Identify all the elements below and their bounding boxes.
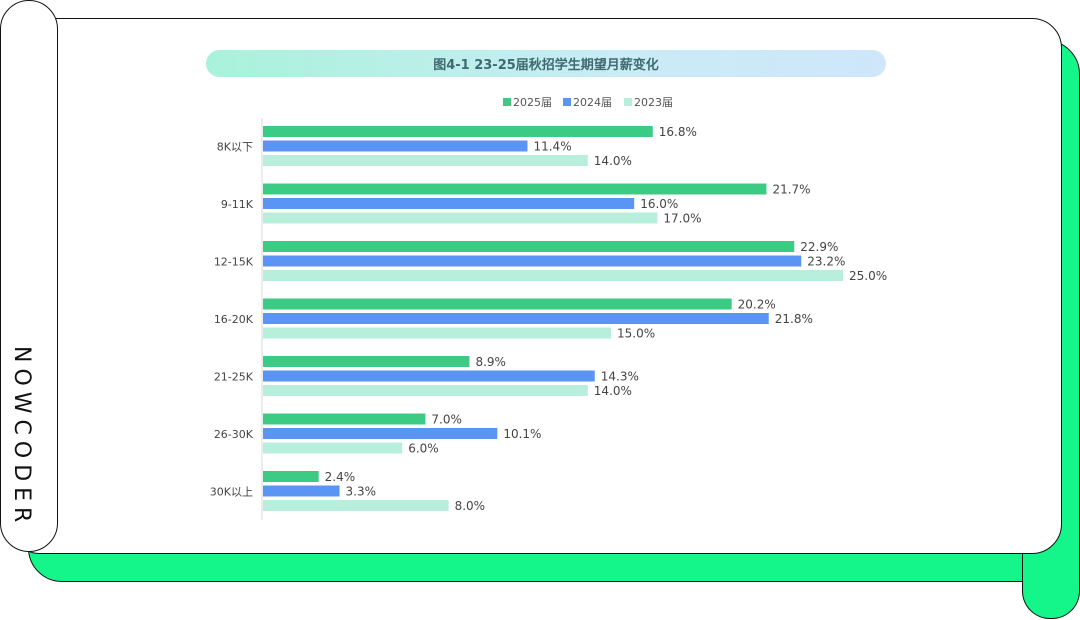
bar-value-label: 23.2% — [807, 255, 845, 269]
bar-2024届-30K以上 — [263, 485, 340, 497]
bar-value-label: 14.0% — [594, 384, 632, 398]
category-label: 16-20K — [214, 313, 254, 326]
category-label: 8K以下 — [217, 141, 253, 154]
bar-value-label: 25.0% — [849, 269, 887, 283]
category-labels: 8K以下 9-11K 12-15K 16-20K 21-25K 26-30K 30K以上 — [210, 141, 254, 499]
bar-2025届-21-25K — [263, 356, 470, 367]
bar-value-label: 8.0% — [455, 499, 486, 513]
bar-2024届-8K以下 — [263, 140, 528, 152]
bar-value-label: 3.3% — [346, 485, 377, 499]
category-label: 12-15K — [214, 256, 254, 269]
bar-2023届-12-15K — [263, 270, 843, 281]
bar-value-label: 10.1% — [503, 427, 541, 441]
brand-spine: NOWCODER — [0, 0, 58, 552]
legend-swatch — [503, 98, 511, 106]
bar-2025届-30K以上 — [263, 471, 319, 482]
legend-swatch — [563, 98, 571, 106]
bar-2024届-21-25K — [263, 370, 595, 382]
legend-swatch — [624, 98, 632, 106]
bar-value-label: 16.8% — [659, 125, 697, 139]
bar-value-label: 2.4% — [325, 470, 356, 484]
bar-2025届-16-20K — [263, 298, 732, 310]
legend-label: 2023届 — [634, 96, 673, 109]
bar-2024届-9-11K — [263, 198, 635, 209]
bar-2025届-8K以下 — [263, 126, 653, 137]
category-label: 9-11K — [221, 198, 254, 211]
chart-title: 图4-1 23-25届秋招学生期望月薪变化 — [433, 58, 659, 73]
bar-2025届-26-30K — [263, 413, 426, 425]
bar-value-label: 17.0% — [663, 212, 701, 226]
bar-2023届-8K以下 — [263, 155, 588, 166]
bar-value-label: 22.9% — [800, 240, 838, 254]
bar-value-label: 21.8% — [775, 312, 813, 326]
bar-value-label: 8.9% — [475, 355, 506, 369]
category-label: 21-25K — [214, 371, 254, 384]
bar-value-label: 20.2% — [738, 298, 776, 312]
category-label: 26-30K — [214, 428, 254, 441]
bar-value-label: 7.0% — [431, 413, 462, 427]
bar-value-label: 11.4% — [533, 140, 571, 154]
legend-label: 2025届 — [513, 96, 552, 109]
bar-2024届-16-20K — [263, 313, 769, 324]
bar-2023届-9-11K — [263, 212, 658, 224]
bar-2023届-30K以上 — [263, 500, 449, 511]
brand-text: NOWCODER — [9, 346, 34, 529]
bar-value-label: 15.0% — [617, 327, 655, 341]
legend-label: 2024届 — [573, 96, 612, 109]
bar-value-label: 21.7% — [772, 183, 810, 197]
category-label: 30K以上 — [210, 486, 253, 499]
bar-2024届-12-15K — [263, 255, 802, 267]
bar-2025届-9-11K — [263, 183, 767, 195]
bar-2023届-21-25K — [263, 385, 588, 396]
legend: 2025届 2024届 2023届 — [503, 96, 673, 109]
bar-value-label: 6.0% — [408, 442, 439, 456]
bar-value-label: 14.0% — [594, 154, 632, 168]
bar-2023届-16-20K — [263, 327, 611, 339]
bar-value-label: 14.3% — [601, 370, 639, 384]
bar-2023届-26-30K — [263, 442, 403, 454]
bars: 16.8% 11.4% 14.0% 21.7% 16.0%17.0% 22.9%23.2%… — [263, 125, 887, 513]
chart-title-pill: 图4-1 23-25届秋招学生期望月薪变化 — [206, 50, 886, 77]
bar-2024届-26-30K — [263, 428, 498, 439]
bar-2025届-12-15K — [263, 241, 795, 252]
bar-value-label: 16.0% — [640, 197, 678, 211]
